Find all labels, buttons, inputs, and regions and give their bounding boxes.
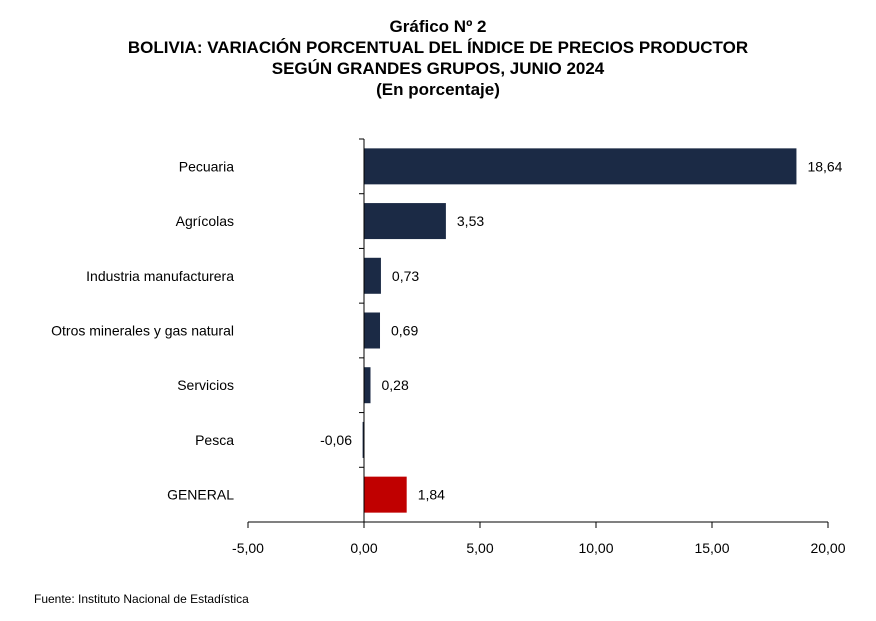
x-tick-label: 15,00 <box>694 540 729 556</box>
title-line: BOLIVIA: VARIACIÓN PORCENTUAL DEL ÍNDICE… <box>127 38 749 57</box>
x-tick-label: 20,00 <box>810 540 845 556</box>
category-label: Servicios <box>177 377 234 393</box>
data-label: 3,53 <box>457 213 484 229</box>
source-note: Fuente: Instituto Nacional de Estadístic… <box>34 592 249 606</box>
bar <box>364 148 797 185</box>
bar <box>364 257 381 294</box>
bar <box>364 476 407 513</box>
data-label: -0,06 <box>320 432 352 448</box>
bar <box>364 312 381 349</box>
title-line: (En porcentaje) <box>376 80 500 99</box>
bar <box>364 203 446 240</box>
category-label: Otros minerales y gas natural <box>51 323 234 339</box>
data-label: 1,84 <box>418 487 445 503</box>
data-label: 0,28 <box>381 377 408 393</box>
category-label: Pecuaria <box>179 158 234 174</box>
chart-title: Gráfico Nº 2 BOLIVIA: VARIACIÓN PORCENTU… <box>0 16 876 100</box>
x-tick-label: 5,00 <box>466 540 493 556</box>
category-label: GENERAL <box>167 487 234 503</box>
x-tick-label: 10,00 <box>578 540 613 556</box>
category-label: Agrícolas <box>176 213 234 229</box>
x-tick-label: -5,00 <box>232 540 264 556</box>
bar <box>364 367 371 404</box>
x-tick-label: 0,00 <box>350 540 377 556</box>
category-label: Industria manufacturera <box>86 268 234 284</box>
data-label: 18,64 <box>807 158 842 174</box>
bar <box>362 421 364 458</box>
title-line: Gráfico Nº 2 <box>389 17 487 36</box>
data-label: 0,73 <box>392 268 419 284</box>
title-line: SEGÚN GRANDES GRUPOS, JUNIO 2024 <box>271 59 605 78</box>
category-label: Pesca <box>195 432 234 448</box>
data-label: 0,69 <box>391 323 418 339</box>
